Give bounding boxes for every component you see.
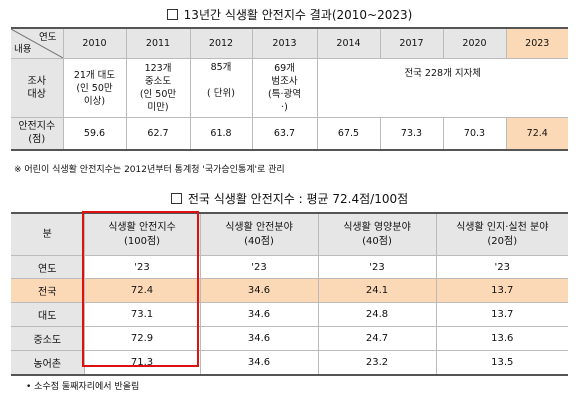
- corner-cell: 연도 내용: [11, 28, 64, 59]
- row-label: 중소도: [11, 326, 85, 351]
- column-header: 식생활 영양분야 (40점): [317, 213, 437, 256]
- index-row-label: 안전지수 (점): [11, 117, 64, 150]
- year-header: 2012: [189, 28, 253, 59]
- table1-note: ※ 어린이 식생활 안전지수는 2012년부터 통계청 '국가승인통계'로 관리: [14, 165, 285, 175]
- row-label: 농어촌: [11, 350, 85, 375]
- index-value: 67.5: [316, 117, 381, 150]
- row-label: 전국: [11, 278, 85, 303]
- year-value: '23: [199, 255, 319, 279]
- table-row: 중소도 72.9 34.6 24.7 13.6: [11, 326, 568, 351]
- row-label: 대도: [11, 302, 85, 327]
- subject-row-label: 조사 대상: [11, 58, 64, 118]
- cell-value: 24.8: [317, 302, 437, 327]
- cell-value: 72.4: [83, 278, 201, 303]
- index-value: 72.4: [505, 117, 568, 150]
- column-header: 식생활 안전지수 (100점): [83, 213, 201, 256]
- cell-value: 24.7: [317, 326, 437, 351]
- table1-title-text: 13년간 식생활 안전지수 결과(2010~2023): [183, 8, 413, 22]
- index-value: 70.3: [442, 117, 507, 150]
- year-header: 2010: [62, 28, 127, 59]
- cell-value: 23.2: [317, 350, 437, 375]
- safety-index-history-table: 연도 내용 2010 2011 2012 2013 2014 2017 2020…: [11, 27, 568, 151]
- table1-title: 13년간 식생활 안전지수 결과(2010~2023): [0, 6, 579, 23]
- cell-value: 72.9: [83, 326, 201, 351]
- year-header: 2013: [251, 28, 318, 59]
- year-row-label: 연도: [11, 255, 85, 279]
- year-value: '23: [435, 255, 568, 279]
- corner-bottom-label: 내용: [14, 44, 32, 55]
- table-row: 전국 72.4 34.6 24.1 13.7: [11, 278, 568, 303]
- subject-cell: 21개 대도 (인 50만 이상): [62, 58, 127, 118]
- highlight-box: [82, 211, 199, 367]
- cell-value: 13.6: [435, 326, 568, 351]
- subject-cell: 123개 중소도 (인 50만 미만): [125, 58, 191, 118]
- cell-value: 34.6: [199, 302, 319, 327]
- year-header: 2011: [125, 28, 191, 59]
- cell-value: 34.6: [199, 350, 319, 375]
- table-row: 농어촌 71.3 34.6 23.2 13.5: [11, 350, 568, 375]
- corner-label: 분: [11, 213, 85, 256]
- year-header: 2014: [316, 28, 381, 59]
- year-header: 2017: [379, 28, 444, 59]
- cell-value: 34.6: [199, 278, 319, 303]
- year-value: '23: [317, 255, 437, 279]
- subject-merged-cell: 전국 228개 지자체: [316, 58, 568, 118]
- cell-value: 13.7: [435, 278, 568, 303]
- table2-note: • 소수점 둘째자리에서 반올림: [26, 382, 140, 392]
- cell-value: 34.6: [199, 326, 319, 351]
- cell-value: 13.7: [435, 302, 568, 327]
- index-value: 61.8: [189, 117, 253, 150]
- year-header: 2020: [442, 28, 507, 59]
- table2-title: 전국 식생활 안전지수 : 평균 72.4점/100점: [0, 190, 579, 207]
- index-value: 62.7: [125, 117, 191, 150]
- safety-index-2023-table: 분 식생활 안전지수 (100점) 식생활 안전분야 (40점) 식생활 영양분…: [11, 212, 568, 376]
- year-header: 2023: [505, 28, 568, 59]
- table2-title-text: 전국 식생활 안전지수 : 평균 72.4점/100점: [187, 192, 409, 206]
- column-header: 식생활 인지·실천 분야 (20점): [435, 213, 568, 256]
- checkbox-square-icon: [170, 193, 182, 204]
- cell-value: 24.1: [317, 278, 437, 303]
- subject-cell: 85개 ( 단위): [189, 58, 253, 118]
- cell-value: 13.5: [435, 350, 568, 375]
- column-header: 식생활 안전분야 (40점): [199, 213, 319, 256]
- index-value: 73.3: [379, 117, 444, 150]
- index-value: 63.7: [251, 117, 318, 150]
- index-value: 59.6: [62, 117, 127, 150]
- corner-top-label: 연도: [39, 32, 57, 43]
- subject-cell: 69개 범조사 (특·광역 ·): [251, 58, 318, 118]
- table-row: 대도 73.1 34.6 24.8 13.7: [11, 302, 568, 327]
- checkbox-square-icon: [166, 9, 178, 20]
